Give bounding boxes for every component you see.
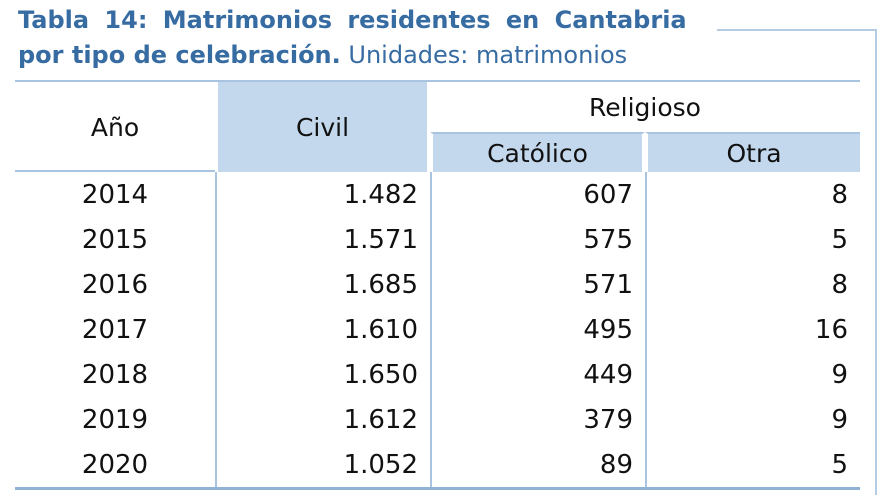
cell-catolico: 607 <box>430 172 645 217</box>
table-row: 2020 1.052 89 5 <box>15 442 860 487</box>
cell-civil: 1.482 <box>215 172 430 217</box>
caption-units: Unidades: matrimonios <box>340 41 628 69</box>
cell-otra: 9 <box>645 352 860 397</box>
cell-civil: 1.612 <box>215 397 430 442</box>
caption-line-2-bold: por tipo de celebración. <box>18 41 341 69</box>
column-header-otra: Otra <box>645 132 861 172</box>
caption-line-2: por tipo de celebración. Unidades: matri… <box>18 38 687 73</box>
cell-otra: 16 <box>645 307 860 352</box>
cell-ano: 2015 <box>81 224 149 255</box>
cell-catolico: 495 <box>430 307 645 352</box>
table-row: 2019 1.612 379 9 <box>15 397 860 442</box>
cell-ano: 2018 <box>81 359 149 390</box>
cell-catolico: 571 <box>430 262 645 307</box>
column-header-civil: Civil <box>215 82 430 172</box>
cell-ano: 2020 <box>81 449 149 480</box>
table-caption: Tabla 14: Matrimonios residentes en Cant… <box>18 3 687 73</box>
column-header-catolico: Católico <box>430 132 645 172</box>
cell-otra: 9 <box>645 397 860 442</box>
cell-civil: 1.571 <box>215 217 430 262</box>
cell-civil: 1.052 <box>215 442 430 487</box>
cell-civil: 1.650 <box>215 352 430 397</box>
cell-civil: 1.610 <box>215 307 430 352</box>
cell-catolico: 379 <box>430 397 645 442</box>
column-header-religioso: Religioso <box>589 92 701 122</box>
table-top-rule <box>15 80 860 82</box>
cell-ano: 2017 <box>81 314 149 345</box>
cell-ano: 2019 <box>81 404 149 435</box>
table-row: 2014 1.482 607 8 <box>15 172 860 217</box>
cell-ano: 2014 <box>81 179 149 210</box>
cell-otra: 8 <box>645 172 860 217</box>
table-row: 2015 1.571 575 5 <box>15 217 860 262</box>
cell-otra: 8 <box>645 262 860 307</box>
cell-otra: 5 <box>645 217 860 262</box>
table-row: 2016 1.685 571 8 <box>15 262 860 307</box>
cell-catolico: 89 <box>430 442 645 487</box>
data-table: Año Civil Religioso Católico Otra 2014 1.… <box>15 82 861 487</box>
table-row: 2017 1.610 495 16 <box>15 307 860 352</box>
cell-ano: 2016 <box>81 269 149 300</box>
cell-catolico: 575 <box>430 217 645 262</box>
cell-otra: 5 <box>645 442 860 487</box>
cell-catolico: 449 <box>430 352 645 397</box>
caption-line-1: Tabla 14: Matrimonios residentes en Cant… <box>18 6 687 34</box>
table-bottom-rule <box>15 487 860 490</box>
table-body: 2014 1.482 607 8 2015 1.571 575 5 2016 1.685 571 8 2… <box>15 172 860 487</box>
cell-civil: 1.685 <box>215 262 430 307</box>
page-frame-border <box>717 29 877 495</box>
column-header-ano: Año <box>90 112 140 142</box>
table-row: 2018 1.650 449 9 <box>15 352 860 397</box>
